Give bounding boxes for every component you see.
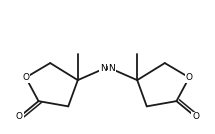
Text: O: O [22,73,29,82]
Text: O: O [186,73,193,82]
Text: O: O [192,112,199,121]
Text: O: O [16,112,23,121]
Text: N: N [108,64,115,73]
Text: N: N [100,64,107,73]
